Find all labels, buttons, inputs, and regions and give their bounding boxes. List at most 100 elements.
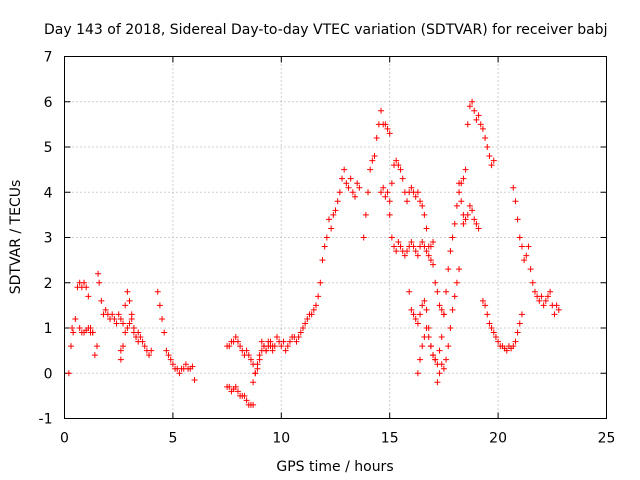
y-tick-label: 6 [44, 95, 53, 111]
data-point-arc-15 [473, 116, 480, 123]
data-point-arc-6 [163, 347, 170, 354]
data-point-arc-9 [269, 347, 276, 354]
data-point-arc-9 [302, 320, 309, 327]
data-point-arc-9 [345, 184, 352, 191]
data-point-arc-18 [542, 297, 549, 304]
data-point-arc-8 [243, 397, 250, 404]
data-point-arc-10 [382, 121, 389, 128]
data-point-arc-13 [460, 175, 467, 182]
data-point-arc-10 [378, 107, 385, 114]
y-axis-label: SDTVAR / TECUs [8, 180, 24, 295]
data-point-arc-14 [434, 379, 441, 386]
data-point-arc-15 [490, 157, 497, 164]
data-point-arc-3 [96, 279, 103, 286]
data-point-arc-14 [419, 343, 426, 350]
x-tick-label: 10 [272, 431, 290, 447]
data-point-arc-6 [154, 288, 161, 295]
data-point-arc-1 [72, 315, 79, 322]
data-point-arc-7 [247, 356, 254, 363]
data-point-arc-6 [176, 370, 183, 377]
data-point-arc-18 [529, 279, 536, 286]
data-points [65, 98, 562, 408]
data-point-arc-9 [250, 379, 257, 386]
data-point-arc-9 [258, 338, 265, 345]
data-point-arc-11 [425, 252, 432, 259]
data-point-arc-11 [378, 189, 385, 196]
data-point-arc-3 [113, 320, 120, 327]
data-point-arc-12 [399, 175, 406, 182]
data-point-arc-15 [475, 112, 482, 119]
x-tick-label: 15 [381, 431, 399, 447]
data-point-arc-5 [128, 315, 135, 322]
data-point-arc-13 [438, 334, 445, 341]
data-point-arc-15 [466, 103, 473, 110]
y-tick-label: 5 [44, 140, 53, 156]
data-point-arc-17 [516, 320, 523, 327]
data-point-arc-10 [386, 130, 393, 137]
data-point-arc-11 [386, 198, 393, 205]
data-point-arc-9 [297, 329, 304, 336]
data-point-arc-2 [85, 325, 92, 331]
data-point-arc-9 [339, 175, 346, 182]
data-point-arc-13 [417, 311, 424, 318]
data-point-arc-14 [451, 293, 458, 300]
y-tick-label: 7 [44, 50, 53, 66]
data-point-arc-1 [65, 370, 72, 377]
data-point-arc-9 [308, 311, 315, 318]
data-point-arc-14 [414, 370, 421, 377]
data-point-arc-14 [430, 352, 437, 359]
chart-title: Day 143 of 2018, Sidereal Day-to-day VTE… [44, 22, 607, 38]
data-point-arc-4 [124, 288, 131, 295]
x-axis-label: GPS time / hours [276, 459, 393, 475]
data-point-arc-10 [369, 157, 376, 164]
data-point-arc-13 [436, 347, 443, 354]
data-point-arc-11 [388, 234, 395, 241]
data-point-arc-11 [414, 252, 421, 259]
data-point-arc-17 [484, 311, 491, 318]
data-point-arc-12 [438, 306, 445, 313]
data-point-arc-4 [141, 343, 148, 350]
data-point-arc-12 [412, 193, 419, 200]
data-point-arc-11 [395, 239, 402, 246]
data-point-arc-12 [425, 243, 432, 250]
data-point-arc-9 [347, 175, 354, 182]
data-point-arc-16 [460, 220, 467, 227]
data-point-arc-12 [432, 279, 439, 286]
data-point-arc-14 [417, 356, 424, 363]
data-point-arc-6 [167, 356, 174, 363]
data-point-arc-9 [263, 347, 270, 354]
data-point-arc-17 [492, 334, 499, 341]
data-point-arc-14 [440, 365, 447, 372]
data-point-arc-12 [421, 211, 428, 218]
data-point-arc-10 [373, 134, 380, 141]
data-point-arc-5 [120, 343, 127, 350]
data-point-arc-9 [295, 334, 302, 341]
data-point-arc-3 [111, 315, 118, 322]
data-point-arc-14 [438, 361, 445, 368]
data-point-arc-6 [191, 377, 198, 384]
data-point-arc-11 [419, 239, 426, 246]
data-point-arc-13 [453, 202, 460, 209]
data-point-arc-14 [423, 325, 430, 331]
data-point-arc-15 [462, 166, 469, 173]
data-point-arc-9 [319, 257, 326, 264]
data-point-arc-9 [284, 343, 291, 350]
data-point-arc-10 [362, 211, 369, 218]
data-point-arc-9 [336, 189, 343, 196]
data-point-arc-18 [510, 184, 517, 191]
data-point-arc-2 [89, 329, 96, 336]
data-point-arc-11 [401, 252, 408, 259]
data-point-arc-7 [243, 347, 250, 354]
data-point-arc-8 [234, 388, 241, 395]
data-point-arc-12 [430, 261, 437, 268]
data-point-arc-3 [102, 306, 109, 313]
y-tick-label: 2 [44, 276, 53, 292]
data-point-arc-9 [315, 293, 322, 300]
data-point-arc-10 [360, 234, 367, 241]
data-point-arc-18 [523, 252, 530, 259]
data-point-arc-3 [94, 343, 101, 350]
data-point-arc-4 [122, 302, 129, 309]
data-point-arc-16 [471, 216, 478, 223]
data-point-arc-16 [469, 207, 476, 214]
data-point-arc-12 [417, 198, 424, 205]
